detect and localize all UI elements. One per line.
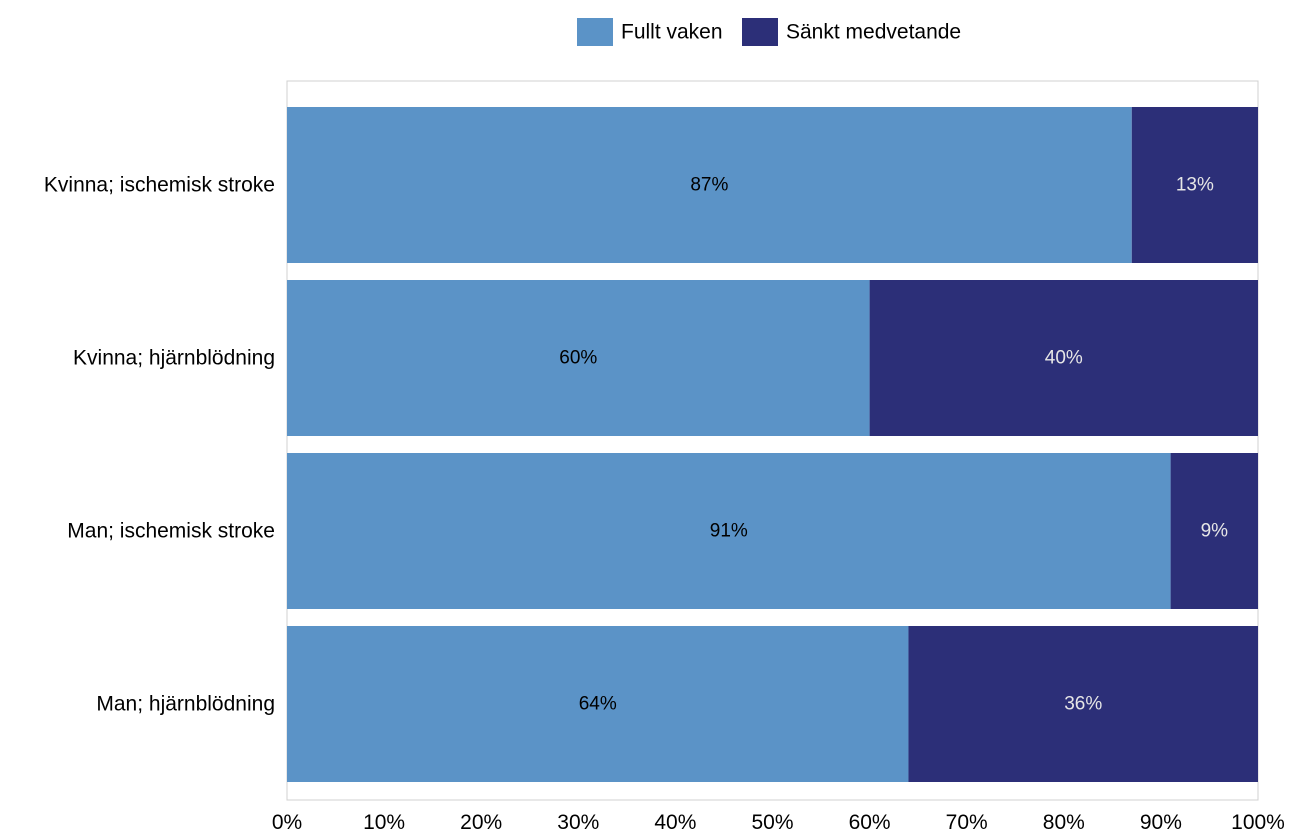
category-label: Man; ischemisk stroke (67, 520, 275, 543)
bar-segment-sankt-medvetande (1170, 453, 1258, 609)
bar-segment-fullt-vaken (287, 107, 1132, 263)
data-label: 87% (690, 175, 728, 196)
x-tick-label: 30% (557, 811, 599, 834)
category-label: Man; hjärnblödning (96, 693, 275, 716)
bar-segment-fullt-vaken (287, 626, 909, 782)
category-labels: Kvinna; ischemisk stroke Kvinna; hjärnblö… (44, 174, 275, 716)
bar-segment-sankt-medvetande (908, 626, 1258, 782)
x-tick-label: 40% (654, 811, 696, 834)
x-tick-label: 60% (849, 811, 891, 834)
data-label: 64% (579, 694, 617, 715)
bar-row-kvinna-ischemisk-stroke: 87% 13% (287, 107, 1258, 263)
bar-row-man-ischemisk-stroke: 91% 9% (287, 453, 1258, 609)
bars: 87% 13% 60% 40% 91% 9% 64% 36% (287, 107, 1258, 782)
bar-segment-fullt-vaken (287, 453, 1171, 609)
data-label: 9% (1201, 521, 1229, 542)
legend-label: Fullt vaken (621, 21, 723, 44)
legend-item-sankt-medvetande: Sänkt medvetande (742, 18, 961, 46)
legend-swatch (742, 18, 778, 46)
bar-row-kvinna-hjarnblodning: 60% 40% (287, 280, 1258, 436)
legend: Fullt vaken Sänkt medvetande (577, 18, 961, 46)
bar-segment-fullt-vaken (287, 280, 870, 436)
x-axis-ticks: 0% 10% 20% 30% 40% 50% 60% 70% 80% 90% 100% (272, 811, 1285, 834)
legend-label: Sänkt medvetande (786, 21, 961, 44)
data-label: 91% (710, 521, 748, 542)
data-label: 36% (1064, 694, 1102, 715)
x-tick-label: 50% (751, 811, 793, 834)
x-tick-label: 100% (1231, 811, 1285, 834)
bar-segment-sankt-medvetande (869, 280, 1258, 436)
plot-frame (286, 80, 1259, 801)
data-label: 40% (1045, 348, 1083, 369)
x-tick-label: 0% (272, 811, 302, 834)
category-label: Kvinna; ischemisk stroke (44, 174, 275, 197)
x-tick-label: 20% (460, 811, 502, 834)
x-tick-label: 10% (363, 811, 405, 834)
bar-row-man-hjarnblodning: 64% 36% (287, 626, 1258, 782)
x-tick-label: 90% (1140, 811, 1182, 834)
bar-segment-sankt-medvetande (1131, 107, 1258, 263)
data-label: 60% (559, 348, 597, 369)
legend-item-fullt-vaken: Fullt vaken (577, 18, 723, 46)
x-tick-label: 80% (1043, 811, 1085, 834)
legend-swatch (577, 18, 613, 46)
data-label: 13% (1176, 175, 1214, 196)
category-label: Kvinna; hjärnblödning (73, 347, 275, 370)
x-tick-label: 70% (946, 811, 988, 834)
